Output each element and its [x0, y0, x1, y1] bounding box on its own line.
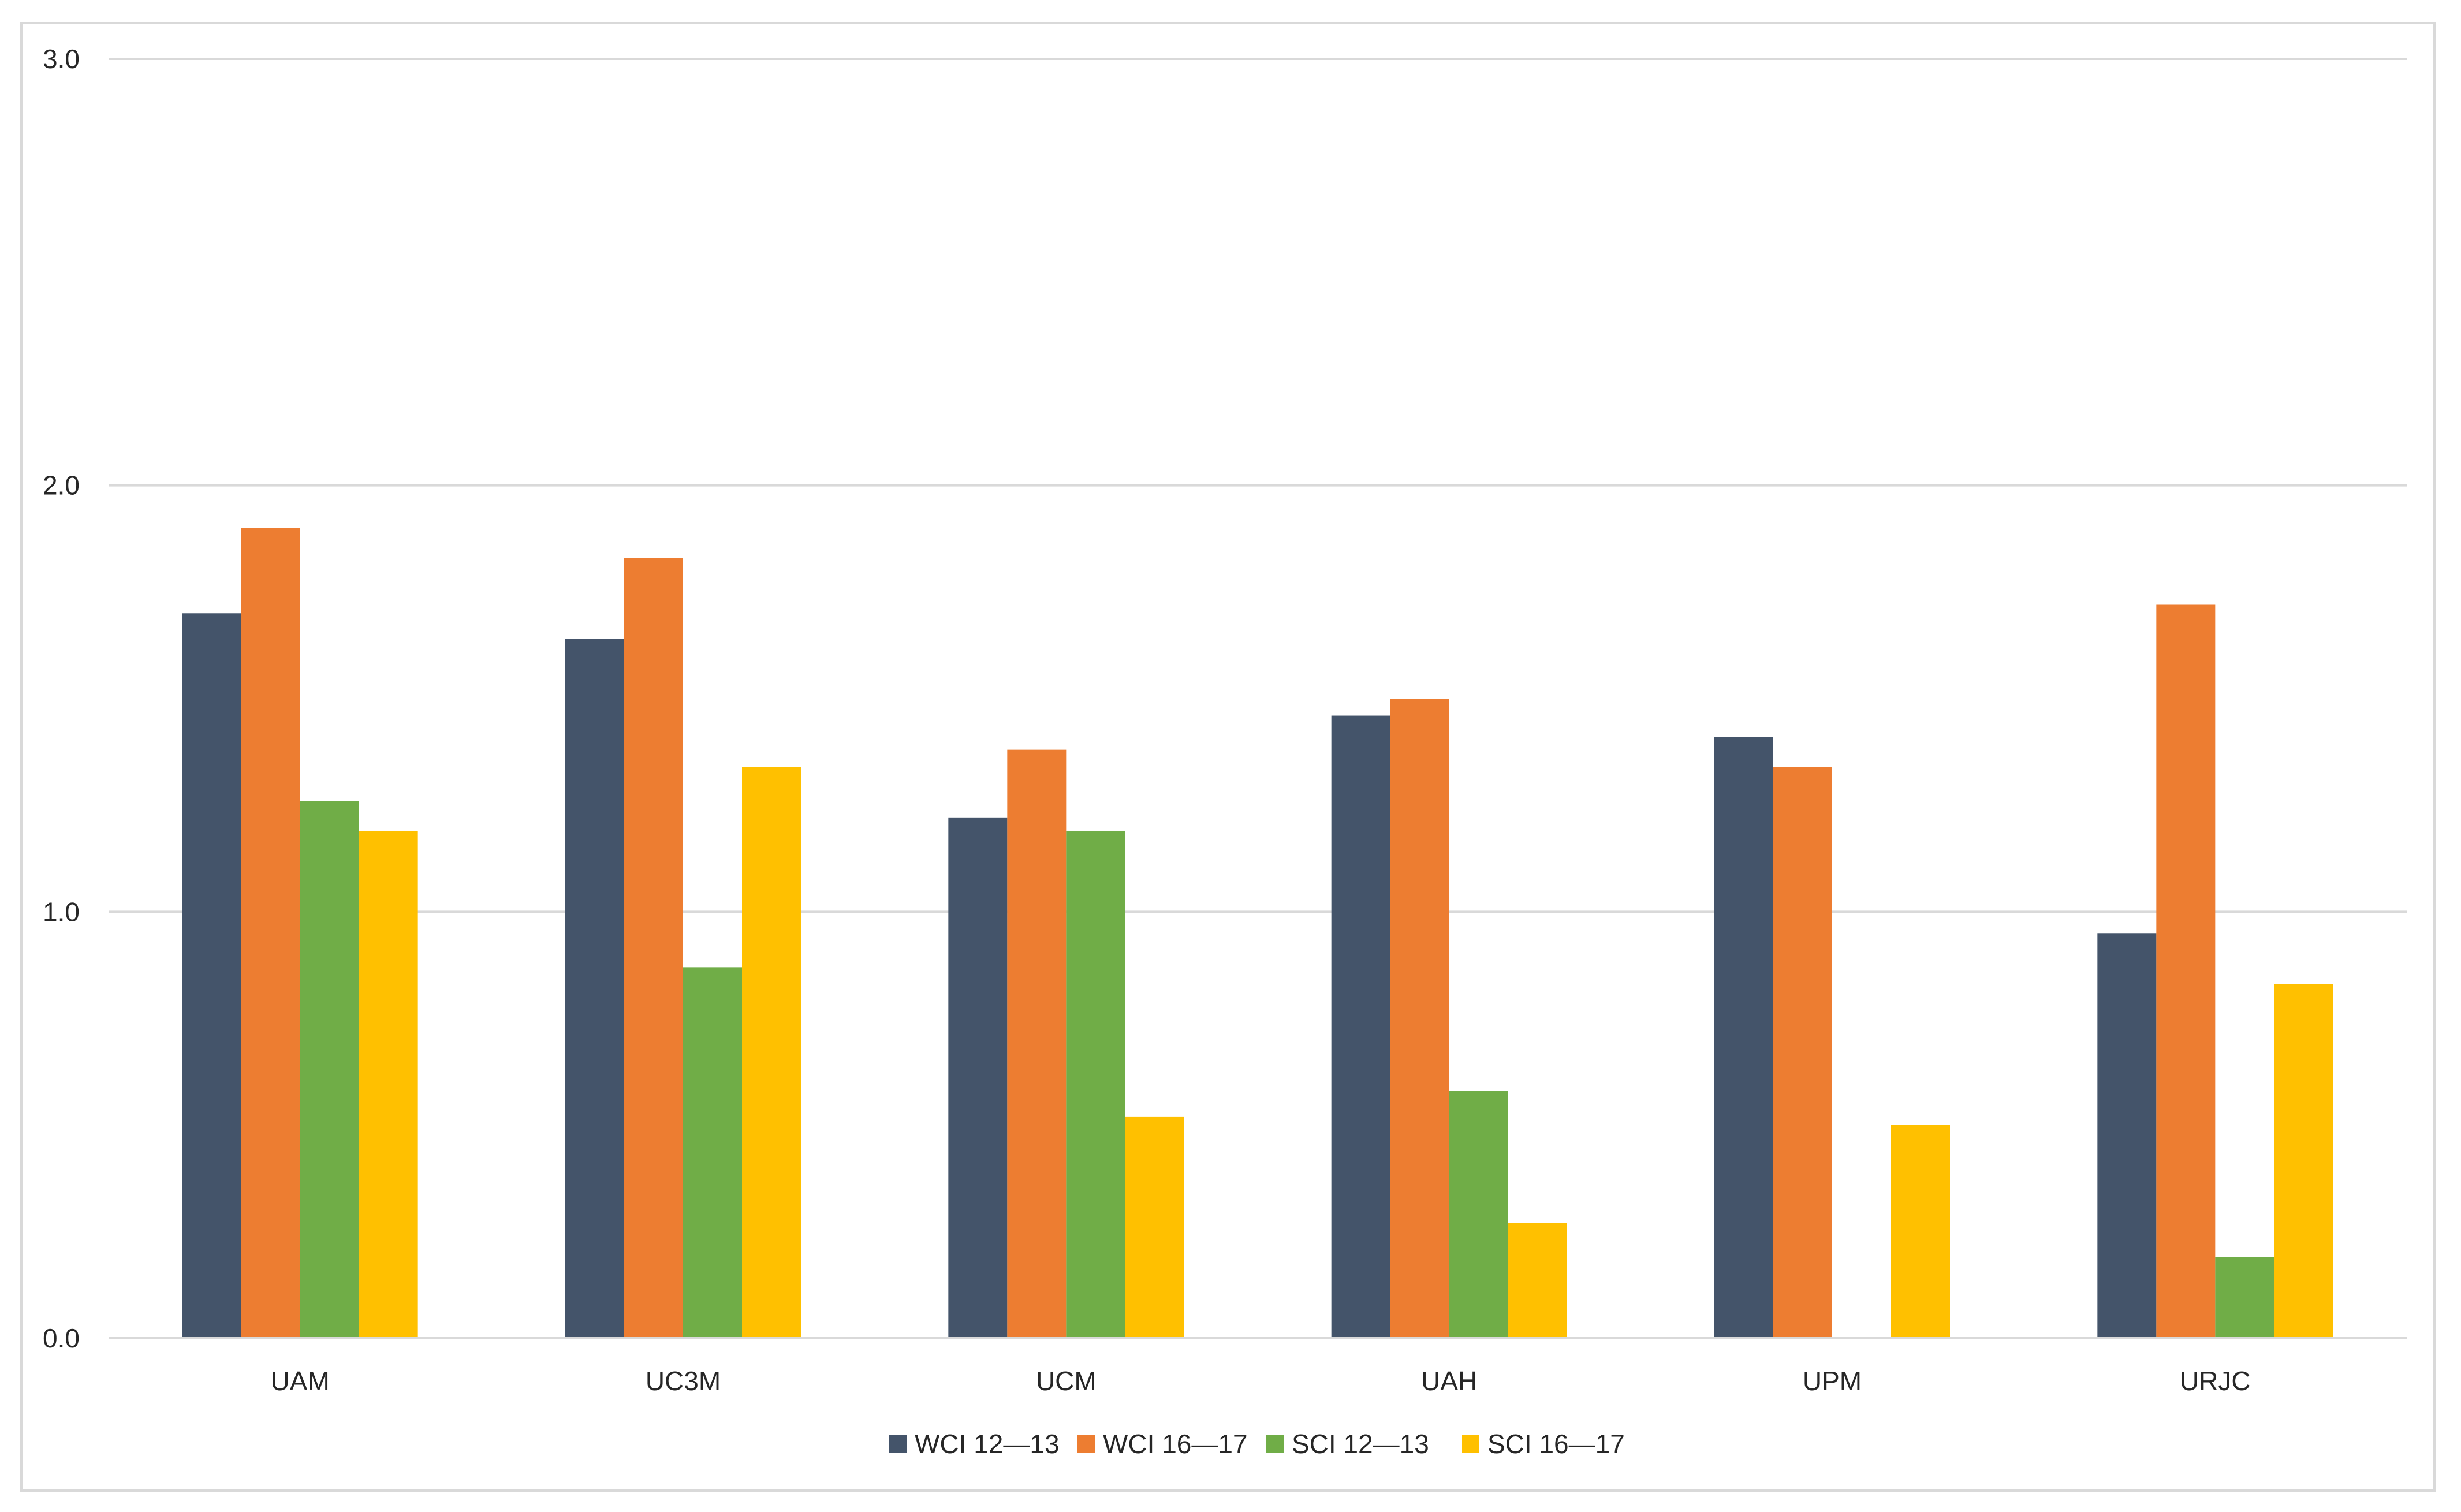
bar — [1390, 699, 1449, 1338]
y-axis-tick-labels: 0.0 1.0 2.0 3.0 — [43, 44, 80, 1353]
legend-item: WCI 16—17 — [1077, 1429, 1248, 1459]
y-tick-label: 1.0 — [43, 897, 80, 927]
gridlines — [109, 58, 2407, 913]
bar — [1508, 1223, 1567, 1338]
y-tick-label: 3.0 — [43, 44, 80, 74]
bar — [565, 639, 624, 1338]
bar — [182, 613, 241, 1338]
legend-item: SCI 16—17 — [1462, 1429, 1625, 1459]
x-tick-label: UCM — [1036, 1366, 1097, 1396]
bar — [1125, 1116, 1184, 1338]
legend-item: SCI 12—13 — [1266, 1429, 1429, 1459]
bar — [2215, 1257, 2274, 1338]
bar — [948, 817, 1008, 1338]
x-tick-label: URJC — [2180, 1366, 2251, 1396]
bar — [2156, 604, 2216, 1338]
legend-label: WCI 16—17 — [1103, 1429, 1248, 1459]
legend-swatch — [1462, 1435, 1479, 1453]
y-tick-label: 0.0 — [43, 1323, 80, 1353]
legend-item: WCI 12—13 — [889, 1429, 1060, 1459]
bar — [1066, 830, 1125, 1338]
legend-swatch — [1266, 1435, 1284, 1453]
legend-label: SCI 12—13 — [1292, 1429, 1429, 1459]
y-tick-label: 2.0 — [43, 471, 80, 501]
bar — [1331, 715, 1390, 1338]
bar — [300, 801, 359, 1338]
x-tick-label: UAH — [1421, 1366, 1477, 1396]
bar — [359, 830, 418, 1338]
x-tick-label: UAM — [271, 1366, 330, 1396]
bar — [1714, 737, 1773, 1338]
chart-frame — [20, 22, 2436, 1492]
bar — [241, 528, 300, 1338]
x-tick-label: UPM — [1803, 1366, 1862, 1396]
bar — [2097, 933, 2157, 1338]
bar — [1007, 749, 1067, 1338]
legend-label: WCI 12—13 — [915, 1429, 1060, 1459]
x-tick-label: UC3M — [646, 1366, 721, 1396]
bar — [2274, 984, 2333, 1338]
bar — [683, 967, 742, 1338]
bar — [1449, 1091, 1508, 1338]
x-axis-category-labels: UAM UC3M UCM UAH UPM URJC — [271, 1366, 2251, 1396]
bar — [624, 558, 683, 1338]
legend-swatch — [889, 1435, 907, 1453]
bar — [1773, 767, 1832, 1338]
legend-swatch — [1077, 1435, 1095, 1453]
legend: WCI 12—13 WCI 16—17 SCI 12—13 SCI 16—17 — [889, 1429, 1625, 1459]
bars — [182, 528, 2333, 1338]
bar — [742, 767, 801, 1338]
legend-label: SCI 16—17 — [1487, 1429, 1625, 1459]
bar — [1891, 1125, 1950, 1338]
